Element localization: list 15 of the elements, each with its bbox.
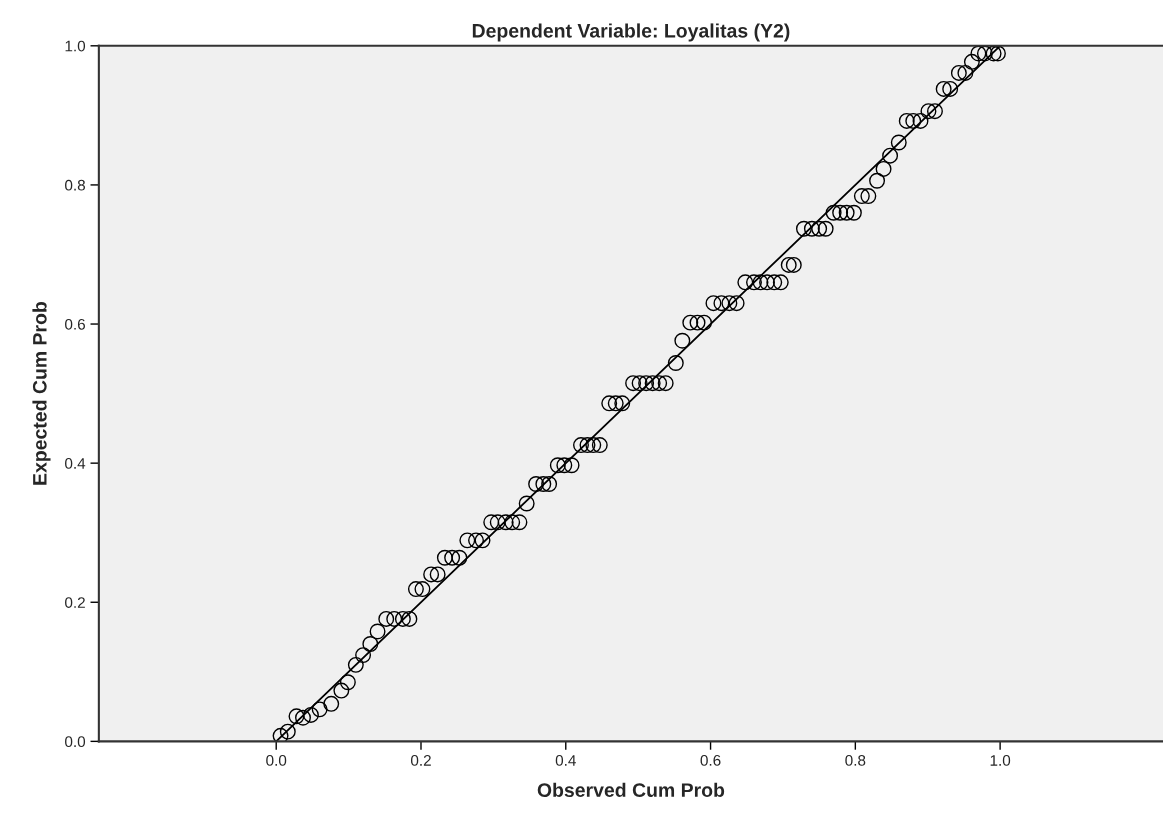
x-tick-label: 0.4	[555, 754, 576, 766]
y-tick-label: 0.4	[65, 458, 86, 469]
y-tick-label: 0.0	[65, 736, 86, 748]
y-tick-label: 0.8	[65, 179, 85, 191]
chart-title: Dependent Variable: Loyalitas (Y2)	[472, 23, 790, 42]
y-tick-label: 0.2	[65, 597, 85, 608]
x-tick-label: 0.0	[266, 754, 287, 766]
x-tick-label: 1.0	[990, 754, 1011, 766]
y-tick-label: 1.0	[65, 40, 86, 52]
x-tick-label: 0.2	[410, 754, 431, 766]
y-tick-label: 0.6	[65, 318, 85, 330]
y-axis-title: Expected Cum Prob	[32, 302, 51, 485]
x-tick-label: 0.6	[700, 754, 721, 766]
x-axis-title: Observed Cum Prob	[537, 782, 725, 797]
x-tick-label: 0.8	[845, 754, 866, 766]
